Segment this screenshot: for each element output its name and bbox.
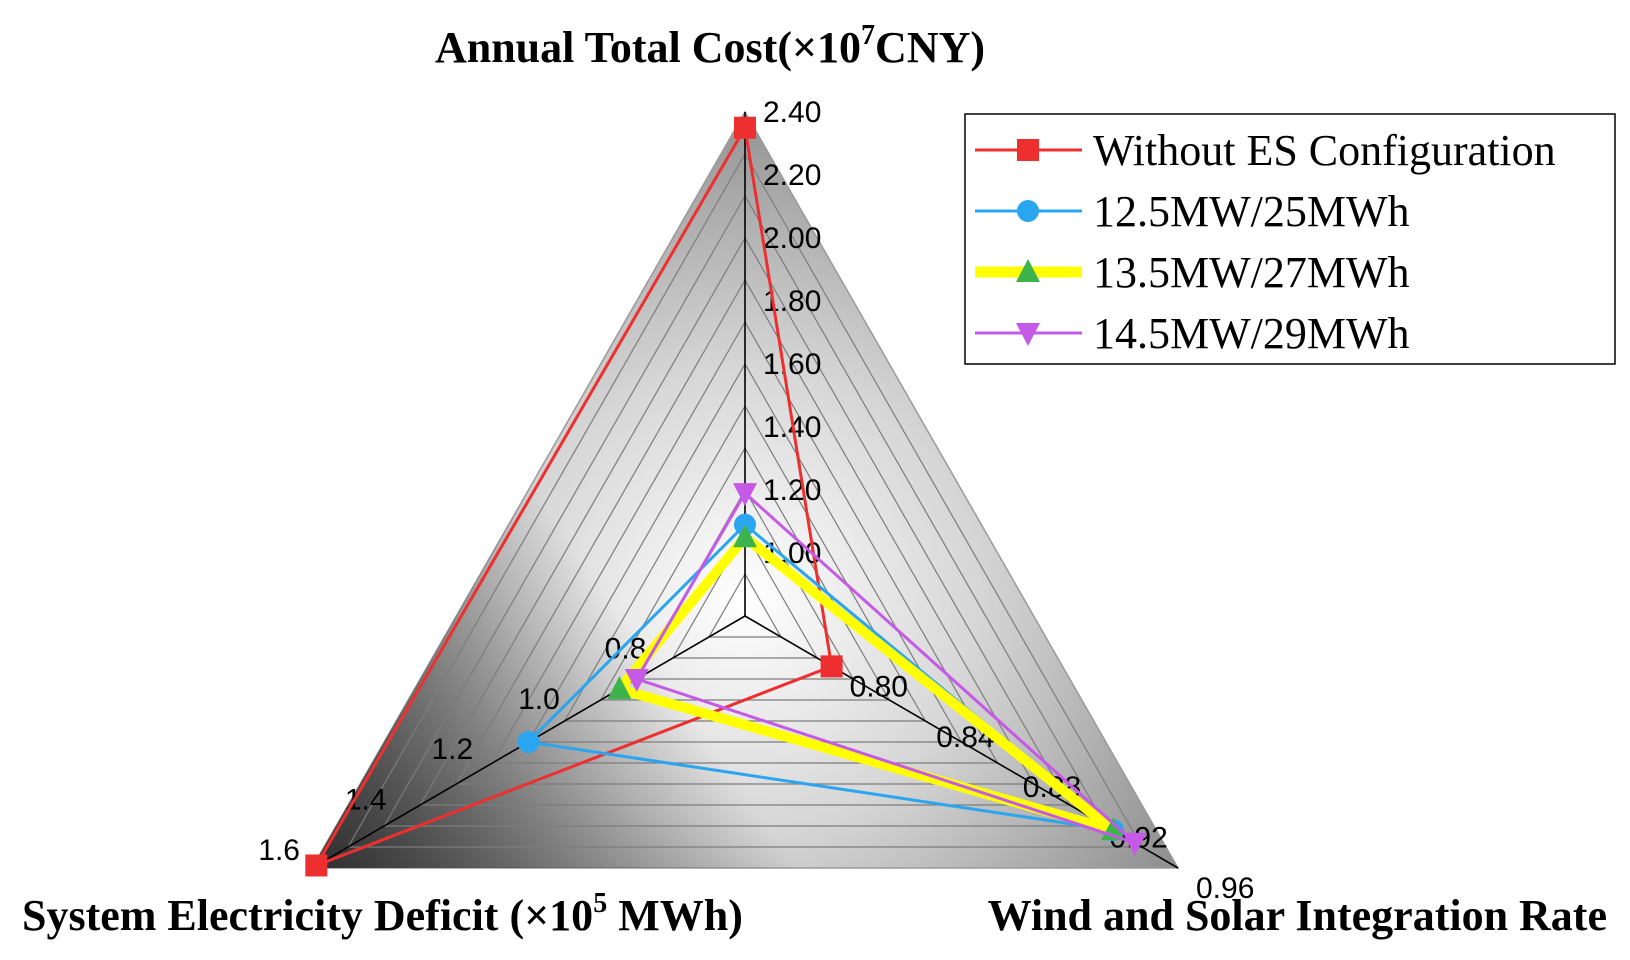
series-point-deficit bbox=[517, 731, 540, 753]
tick-label-cost: 2.40 bbox=[763, 96, 821, 129]
tick-label-rate: 0.80 bbox=[850, 670, 908, 703]
axis-title-cost: Annual Total Cost(×107CNY) bbox=[435, 20, 985, 72]
legend-box bbox=[964, 113, 1616, 365]
legend-label: 13.5MW/27MWh bbox=[1093, 248, 1410, 297]
series-point-rate bbox=[820, 655, 843, 678]
series-point-deficit bbox=[305, 854, 328, 877]
series-point-rate bbox=[1122, 832, 1147, 856]
tick-label-deficit: 1.2 bbox=[431, 733, 473, 766]
series-3 bbox=[624, 483, 1147, 856]
series-0 bbox=[305, 116, 843, 877]
legend-item: 12.5MW/25MWh bbox=[975, 187, 1410, 236]
grid-ring bbox=[419, 236, 1071, 806]
axis-titles: Annual Total Cost(×107CNY) System Electr… bbox=[22, 20, 1607, 940]
tick-label-cost: 2.20 bbox=[763, 159, 821, 192]
legend-marker bbox=[1016, 323, 1040, 346]
legend-marker bbox=[1017, 139, 1039, 161]
series-point-cost bbox=[734, 116, 756, 139]
series-point-cost bbox=[733, 524, 757, 548]
grid-ring bbox=[491, 320, 999, 764]
tick-label-rate: 0.96 bbox=[1196, 872, 1254, 905]
tick-label-cost: 2.00 bbox=[763, 222, 821, 255]
series-line bbox=[610, 530, 1117, 836]
legend-item: 14.5MW/29MWh bbox=[975, 309, 1410, 358]
series-point-deficit bbox=[607, 676, 632, 700]
tick-label-cost: 1.20 bbox=[763, 474, 821, 507]
legend-marker bbox=[1017, 200, 1039, 222]
legend: Without ES Configuration 12.5MW/25MWh 13.5… bbox=[964, 113, 1616, 365]
grid-ring bbox=[671, 530, 819, 659]
grid-ring bbox=[347, 152, 1143, 848]
series-line bbox=[634, 490, 1136, 845]
tick-label-cost: 1.60 bbox=[763, 348, 821, 381]
legend-label: 12.5MW/25MWh bbox=[1093, 187, 1410, 236]
tick-label-deficit: 1.6 bbox=[258, 834, 300, 867]
series-point-deficit bbox=[624, 669, 649, 692]
axis-title-rate: Wind and Solar Integration Rate bbox=[988, 891, 1607, 940]
legend-label: 14.5MW/29MWh bbox=[1093, 309, 1410, 358]
axis-title-deficit: System Electricity Deficit (×105 MWh) bbox=[22, 888, 743, 940]
tick-label-deficit: 1.0 bbox=[518, 683, 560, 716]
series-line bbox=[312, 123, 834, 869]
series-layer bbox=[305, 116, 1147, 877]
legend-marker bbox=[1016, 259, 1040, 282]
legend-item: 13.5MW/27MWh bbox=[975, 248, 1410, 297]
grid-ring bbox=[707, 572, 783, 638]
grid-ring bbox=[383, 194, 1107, 827]
series-point-cost bbox=[733, 483, 757, 507]
grid-ring bbox=[527, 362, 963, 743]
grid-ring bbox=[455, 278, 1035, 785]
legend-label: Without ES Configuration bbox=[1093, 126, 1556, 175]
legend-item: Without ES Configuration bbox=[975, 126, 1556, 175]
tick-label-deficit: 1.4 bbox=[345, 784, 387, 817]
